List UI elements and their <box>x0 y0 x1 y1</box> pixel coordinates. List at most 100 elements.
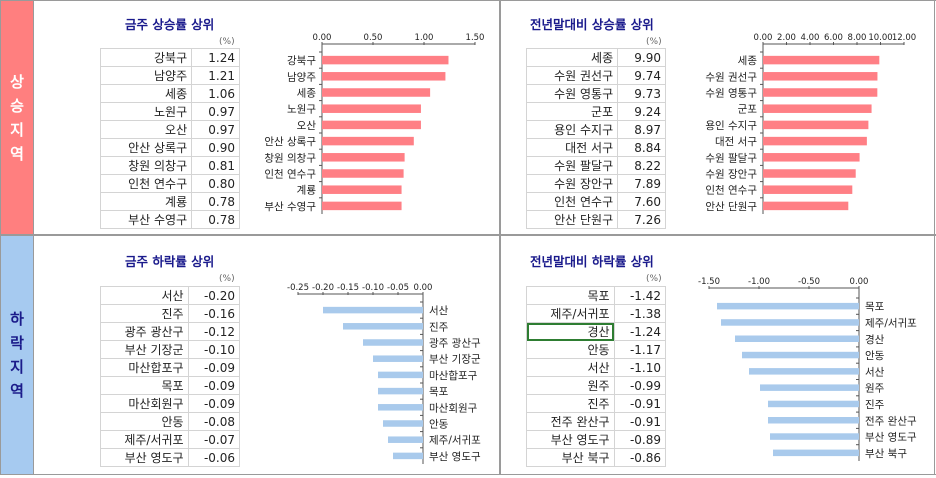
region-cell[interactable]: 마산합포구 <box>100 358 189 377</box>
region-cell[interactable]: 안산 상록구 <box>99 138 193 157</box>
region-cell[interactable]: 인천 연수구 <box>525 192 619 211</box>
region-cell[interactable]: 부산 북구 <box>526 448 615 467</box>
value-cell[interactable]: -0.09 <box>187 394 241 413</box>
region-cell[interactable]: 세종 <box>525 48 619 67</box>
region-cell[interactable]: 광주 광산구 <box>100 322 189 341</box>
region-cell[interactable]: 진주 <box>100 304 189 323</box>
table-row: 수원 영통구 9.73 <box>525 84 666 103</box>
table-row: 부산 북구 -0.86 <box>526 448 667 467</box>
region-cell[interactable]: 서산 <box>526 358 615 377</box>
value-cell[interactable]: 1.06 <box>191 84 240 103</box>
value-cell[interactable]: 8.97 <box>617 120 666 139</box>
region-cell[interactable]: 세종 <box>99 84 193 103</box>
region-cell[interactable]: 목포 <box>100 376 189 395</box>
value-cell[interactable]: -1.38 <box>613 304 667 323</box>
category-label: 인천 연수구 <box>264 169 316 181</box>
value-cell[interactable]: -0.07 <box>187 430 241 449</box>
value-cell[interactable]: 7.89 <box>617 174 666 193</box>
value-cell[interactable]: -0.89 <box>613 430 667 449</box>
value-cell[interactable]: -0.09 <box>187 376 241 395</box>
category-label: 수원 팔달구 <box>705 152 757 164</box>
value-cell[interactable]: 9.24 <box>617 102 666 121</box>
region-cell[interactable]: 강북구 <box>99 48 193 67</box>
category-label: 군포 <box>738 104 758 116</box>
region-cell[interactable]: 노원구 <box>99 102 193 121</box>
value-cell[interactable]: 0.78 <box>191 192 240 211</box>
region-cell[interactable]: 군포 <box>525 102 619 121</box>
region-cell[interactable]: 창원 의창구 <box>99 156 193 175</box>
region-cell[interactable]: 남양주 <box>99 66 193 85</box>
value-cell[interactable]: 0.80 <box>191 174 240 193</box>
value-cell[interactable]: 1.24 <box>191 48 240 67</box>
region-cell[interactable]: 제주/서귀포 <box>526 304 615 323</box>
value-cell[interactable]: -0.20 <box>187 286 241 305</box>
region-cell[interactable]: 인천 연수구 <box>99 174 193 193</box>
region-cell[interactable]: 제주/서귀포 <box>100 430 189 449</box>
category-label: 수원 장안구 <box>705 169 757 181</box>
value-cell[interactable]: -1.24 <box>613 322 667 341</box>
category-label: 부산 수영구 <box>264 201 316 213</box>
table-row: 부산 영도구 -0.89 <box>526 430 667 449</box>
category-label: 부산 기장군 <box>429 354 481 366</box>
value-cell[interactable]: 7.26 <box>617 210 666 229</box>
region-cell[interactable]: 진주 <box>526 394 615 413</box>
region-cell[interactable]: 부산 영도구 <box>100 448 189 467</box>
region-cell[interactable]: 부산 수영구 <box>99 210 193 229</box>
value-cell[interactable]: -0.08 <box>187 412 241 431</box>
value-cell[interactable]: -0.10 <box>187 340 241 359</box>
region-cell[interactable]: 목포 <box>526 286 615 305</box>
value-cell[interactable]: 0.97 <box>191 120 240 139</box>
value-cell[interactable]: -0.06 <box>187 448 241 467</box>
region-cell[interactable]: 용인 수지구 <box>525 120 619 139</box>
table-row: 노원구 0.97 <box>99 102 240 121</box>
region-cell[interactable]: 안산 단원구 <box>525 210 619 229</box>
value-cell[interactable]: -0.09 <box>187 358 241 377</box>
region-cell[interactable]: 부산 기장군 <box>100 340 189 359</box>
region-cell[interactable]: 전주 완산구 <box>526 412 615 431</box>
bar <box>749 368 859 375</box>
value-cell[interactable]: 0.97 <box>191 102 240 121</box>
region-cell[interactable]: 경산 <box>526 322 615 341</box>
value-cell[interactable]: -1.42 <box>613 286 667 305</box>
value-cell[interactable]: 9.90 <box>617 48 666 67</box>
value-cell[interactable]: 8.22 <box>617 156 666 175</box>
divider-top <box>34 0 936 1</box>
region-cell[interactable]: 수원 권선구 <box>525 66 619 85</box>
value-cell[interactable]: -0.16 <box>187 304 241 323</box>
region-cell[interactable]: 서산 <box>100 286 189 305</box>
category-label: 원주 <box>865 383 885 395</box>
value-cell[interactable]: 0.81 <box>191 156 240 175</box>
unit-label: (%) <box>219 37 235 47</box>
region-cell[interactable]: 수원 장안구 <box>525 174 619 193</box>
region-cell[interactable]: 안동 <box>526 340 615 359</box>
region-cell[interactable]: 계룡 <box>99 192 193 211</box>
region-cell[interactable]: 수원 팔달구 <box>525 156 619 175</box>
region-cell[interactable]: 대전 서구 <box>525 138 619 157</box>
value-cell[interactable]: -1.10 <box>613 358 667 377</box>
value-cell[interactable]: -0.91 <box>613 394 667 413</box>
value-cell[interactable]: 7.60 <box>617 192 666 211</box>
region-cell[interactable]: 부산 영도구 <box>526 430 615 449</box>
value-cell[interactable]: 0.78 <box>191 210 240 229</box>
value-cell[interactable]: 1.21 <box>191 66 240 85</box>
value-cell[interactable]: -0.99 <box>613 376 667 395</box>
region-cell[interactable]: 오산 <box>99 120 193 139</box>
region-cell[interactable]: 수원 영통구 <box>525 84 619 103</box>
x-tick-label: -0.15 <box>337 283 359 293</box>
value-cell[interactable]: 0.90 <box>191 138 240 157</box>
bar <box>763 153 860 162</box>
value-cell[interactable]: -1.17 <box>613 340 667 359</box>
unit-label: (%) <box>646 274 662 284</box>
region-cell[interactable]: 안동 <box>100 412 189 431</box>
category-label: 오산 <box>297 120 317 132</box>
region-cell[interactable]: 마산회원구 <box>100 394 189 413</box>
region-cell[interactable]: 원주 <box>526 376 615 395</box>
value-cell[interactable]: 8.84 <box>617 138 666 157</box>
value-cell[interactable]: -0.12 <box>187 322 241 341</box>
value-cell[interactable]: 9.73 <box>617 84 666 103</box>
value-cell[interactable]: 9.74 <box>617 66 666 85</box>
value-cell[interactable]: -0.86 <box>613 448 667 467</box>
value-cell[interactable]: -0.91 <box>613 412 667 431</box>
bar <box>763 104 872 113</box>
category-label: 인천 연수구 <box>705 185 757 197</box>
